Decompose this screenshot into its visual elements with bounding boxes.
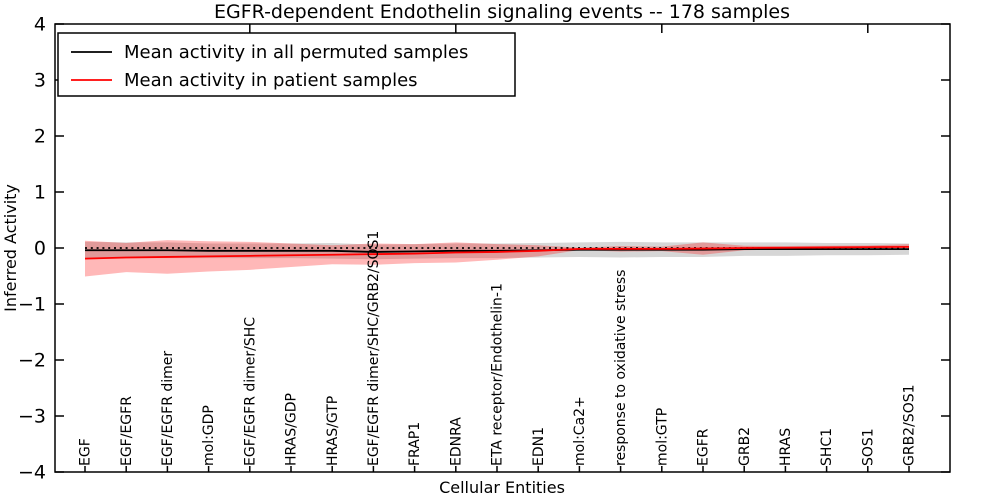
x-category-label: HRAS/GDP — [284, 393, 300, 466]
x-category-label: response to oxidative stress — [613, 270, 629, 466]
y-tick-label: −2 — [18, 350, 46, 372]
x-axis-label: Cellular Entities — [439, 478, 565, 497]
x-category-label: EGF/EGFR dimer/SHC/GRB2/SOS1 — [366, 231, 382, 466]
x-category-label: GRB2 — [737, 427, 753, 466]
x-category-label: HRAS — [778, 428, 794, 466]
bands — [85, 240, 909, 277]
legend: Mean activity in all permuted samples Me… — [57, 32, 516, 97]
x-category-label: SOS1 — [860, 428, 876, 466]
chart-title: EGFR-dependent Endothelin signaling even… — [214, 1, 790, 23]
x-category-label: mol:Ca2+ — [572, 396, 588, 466]
y-tick-label: −4 — [18, 462, 46, 484]
x-category-label: mol:GDP — [201, 405, 217, 466]
legend-label-patient: Mean activity in patient samples — [124, 70, 418, 91]
x-category-label: GRB2/SOS1 — [902, 384, 918, 466]
y-axis-label: Inferred Activity — [1, 184, 20, 312]
x-category-label: EDNRA — [448, 417, 464, 466]
x-category-label: mol:GTP — [654, 408, 670, 466]
x-category-label: EGF/EGFR dimer/SHC — [242, 317, 258, 466]
x-category-label: SHC1 — [819, 428, 835, 466]
y-tick-label: 1 — [34, 182, 46, 204]
legend-box — [57, 32, 516, 97]
y-tick-label: 4 — [34, 14, 46, 36]
x-category-label: EGF — [78, 438, 94, 466]
legend-label-permuted: Mean activity in all permuted samples — [124, 42, 468, 63]
mean-line-series-1 — [84, 245, 910, 260]
x-category-label: EGFR — [696, 428, 712, 466]
x-category-label: FRAP1 — [407, 422, 423, 466]
x-category-label: ETA receptor/Endothelin-1 — [490, 283, 506, 466]
y-tick-label: −1 — [18, 294, 46, 316]
x-category-label: HRAS/GTP — [325, 396, 341, 466]
series-lines — [84, 245, 910, 260]
y-tick-label: 0 — [34, 238, 46, 260]
y-tick-label: 3 — [34, 70, 46, 92]
y-tick-label: −3 — [18, 406, 46, 428]
x-category-label: EDN1 — [531, 427, 547, 466]
y-tick-label: 2 — [34, 126, 46, 148]
axis-ticks — [55, 23, 950, 473]
x-category-label: EGF/EGFR dimer — [160, 351, 176, 466]
x-category-labels: EGF EGF/EGFR EGF/EGFR dimer mol:GDP EGF/EGFR… — [78, 231, 918, 466]
mean-line-series-0 — [85, 248, 909, 253]
x-category-label: EGF/EGFR — [119, 396, 135, 466]
y-tick-labels: 4 3 2 1 0 −1 −2 −3 −4 — [18, 14, 46, 484]
